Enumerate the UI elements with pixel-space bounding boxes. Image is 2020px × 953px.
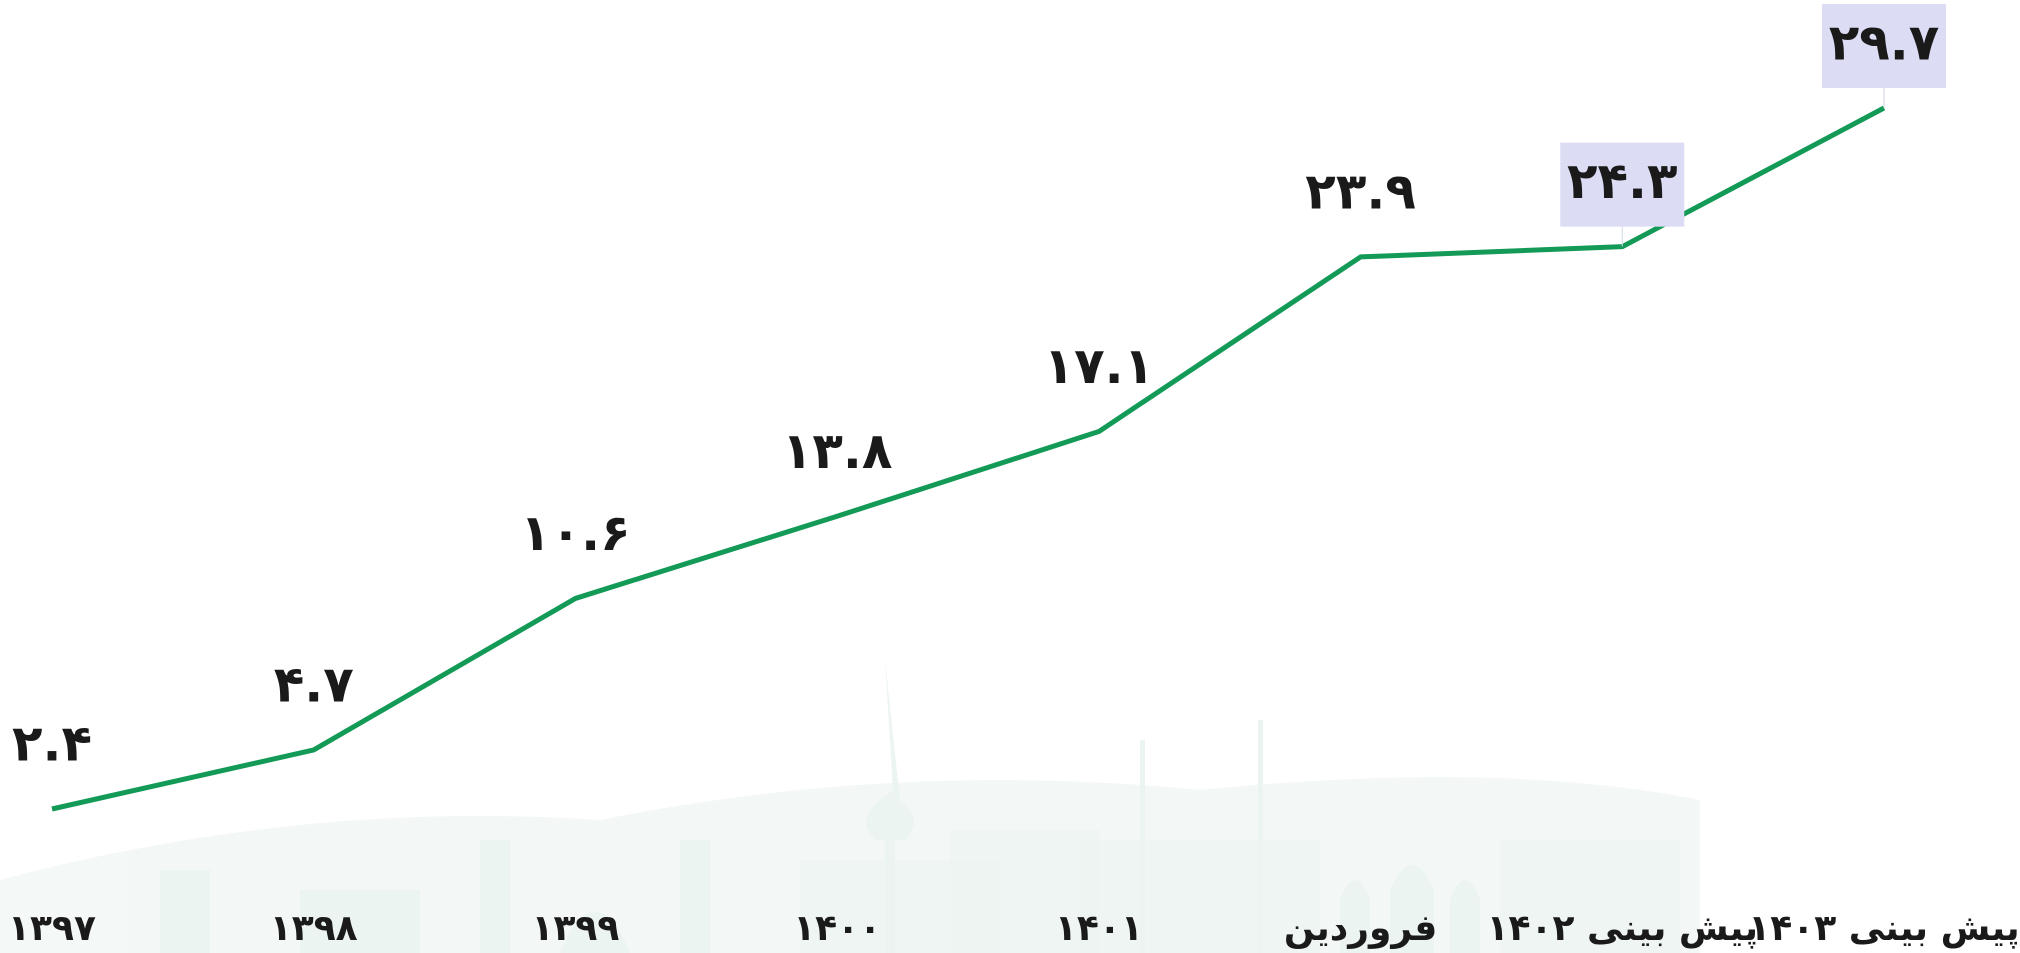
value-label: ۱۷.۱ bbox=[1044, 337, 1155, 395]
value-label: ۱۰.۶ bbox=[520, 504, 631, 562]
value-label-highlight bbox=[1560, 142, 1685, 227]
line bbox=[51, 105, 1886, 812]
x-tick-label: ۱۳۹۹ bbox=[531, 908, 619, 949]
x-tick-label: فروردین bbox=[1284, 908, 1437, 949]
x-tick-label: ۱۳۹۷ bbox=[8, 908, 96, 949]
value-label-highlight bbox=[1822, 4, 1946, 88]
value-label: ۲۹.۷ bbox=[1829, 14, 1940, 72]
x-tick-label: ۱۴۰۰ bbox=[793, 908, 881, 949]
x-tick-label: پیش بینی ۱۴۰۳ bbox=[1748, 908, 2019, 949]
value-label: ۲.۴ bbox=[12, 715, 92, 773]
value-label: ۲۴.۳ bbox=[1567, 152, 1678, 210]
value-label: ۴.۷ bbox=[274, 655, 354, 713]
skyline-background bbox=[0, 660, 1700, 953]
x-tick-label: ۱۳۹۸ bbox=[270, 908, 358, 949]
x-tick-label: پیش بینی ۱۴۰۲ bbox=[1487, 908, 1758, 949]
x-tick-label: ۱۴۰۱ bbox=[1055, 908, 1143, 949]
value-label: ۱۳.۸ bbox=[782, 422, 893, 480]
value-label: ۲۳.۹ bbox=[1305, 162, 1416, 220]
